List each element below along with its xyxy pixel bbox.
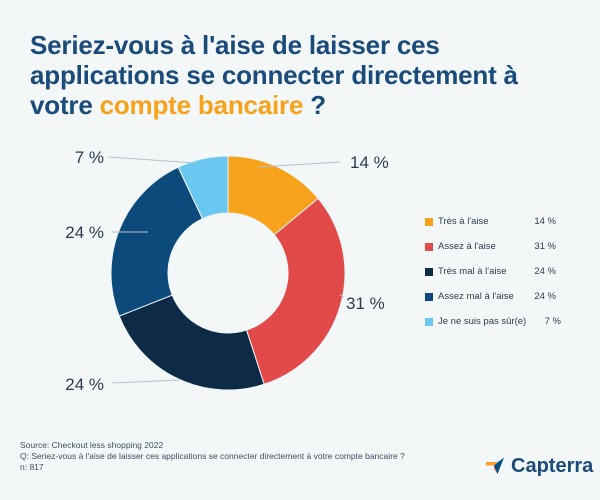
slice-label-assez-mal-a-laise: 24 % bbox=[65, 223, 104, 242]
legend-swatch-tres-mal-a-laise bbox=[425, 268, 433, 276]
legend-swatch-pas-sur bbox=[425, 318, 433, 326]
legend-value-tres-mal-a-laise: 24 % bbox=[534, 266, 556, 277]
legend-label-assez-a-laise: Assez à l'aise bbox=[438, 241, 496, 252]
donut-slice-tres-mal-a-laise bbox=[118, 294, 265, 391]
legend-item-assez-mal-a-laise: Assez mal à l'aise 24 % bbox=[425, 290, 575, 315]
leader-line-tres-a-laise bbox=[257, 161, 341, 168]
capterra-wordmark: Capterra bbox=[511, 454, 594, 477]
footer-source: Source: Checkout less shopping 2022 bbox=[20, 440, 164, 450]
legend-swatch-assez-mal-a-laise bbox=[425, 293, 433, 301]
legend-item-tres-a-laise: Très à l'aise 14 % bbox=[425, 215, 575, 240]
legend-value-assez-mal-a-laise: 24 % bbox=[534, 291, 556, 302]
legend-value-tres-a-laise: 14 % bbox=[534, 216, 556, 227]
title-part-2: ? bbox=[303, 90, 326, 120]
legend-value-pas-sur: 7 % bbox=[544, 316, 561, 327]
chart-legend: Très à l'aise 14 % Assez à l'aise 31 % T… bbox=[425, 215, 575, 340]
slice-label-tres-a-laise: 14 % bbox=[350, 153, 389, 172]
leader-line-assez-a-laise bbox=[339, 294, 345, 298]
capterra-logo: Capterra bbox=[485, 452, 593, 480]
legend-swatch-tres-a-laise bbox=[425, 218, 433, 226]
chart-footer: Source: Checkout less shopping 2022 Q: S… bbox=[20, 440, 450, 473]
title-highlight: compte bancaire bbox=[99, 90, 304, 120]
slice-label-pas-sur: 7 % bbox=[75, 148, 104, 167]
donut-slice-assez-a-laise bbox=[245, 197, 346, 385]
footer-question: Q: Seriez-vous à l'aise de laisser ces a… bbox=[20, 451, 405, 461]
legend-label-tres-a-laise: Très à l'aise bbox=[438, 216, 489, 227]
legend-label-pas-sur: Je ne suis pas sûr(e) bbox=[438, 316, 527, 327]
legend-label-assez-mal-a-laise: Assez mal à l'aise bbox=[438, 291, 514, 302]
slice-label-assez-a-laise: 31 % bbox=[346, 294, 385, 313]
legend-swatch-assez-a-laise bbox=[425, 243, 433, 251]
chart-title: Seriez-vous à l'aise de laisser ces appl… bbox=[30, 30, 580, 120]
legend-item-tres-mal-a-laise: Très mal à l'aise 24 % bbox=[425, 265, 575, 290]
legend-label-tres-mal-a-laise: Très mal à l'aise bbox=[438, 266, 507, 277]
donut-slice-pas-sur bbox=[177, 155, 229, 220]
leader-line-pas-sur bbox=[107, 156, 196, 164]
legend-item-pas-sur: Je ne suis pas sûr(e) 7 % bbox=[425, 315, 575, 340]
legend-item-assez-a-laise: Assez à l'aise 31 % bbox=[425, 240, 575, 265]
legend-value-assez-a-laise: 31 % bbox=[534, 241, 556, 252]
leader-line-tres-mal-a-laise bbox=[111, 379, 181, 384]
footer-sample-size: n: 817 bbox=[20, 462, 44, 472]
capterra-logo-icon bbox=[486, 457, 504, 474]
donut-slice-assez-mal-a-laise bbox=[110, 166, 204, 317]
slice-label-tres-mal-a-laise: 24 % bbox=[65, 375, 104, 394]
title-part-1: Seriez-vous à l'aise de laisser ces appl… bbox=[30, 30, 518, 120]
